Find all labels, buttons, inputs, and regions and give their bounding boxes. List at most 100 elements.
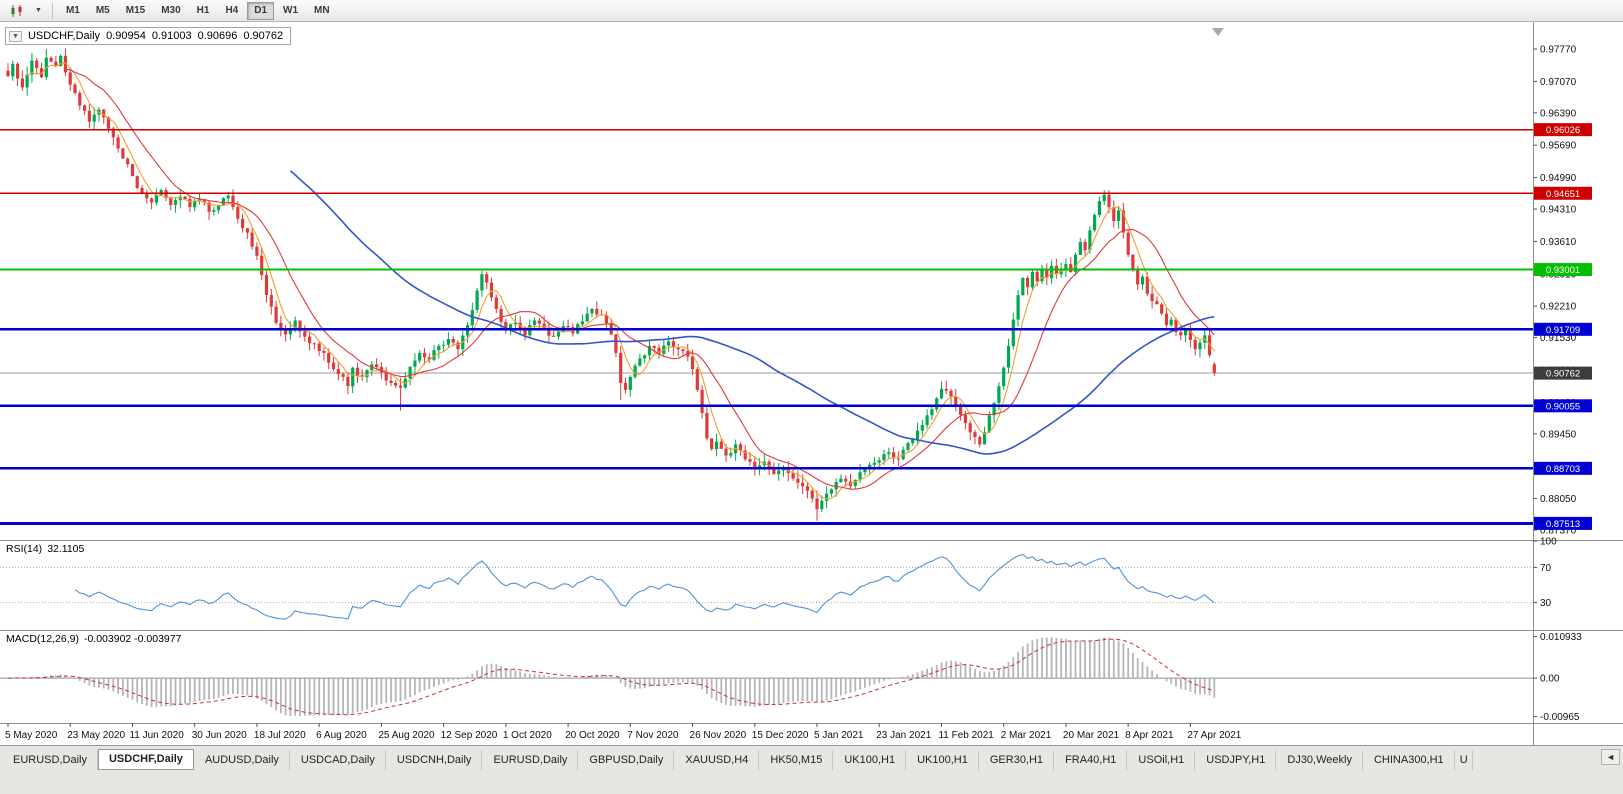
chart-tab-usoil-h1[interactable]: USOil,H1 bbox=[1127, 750, 1196, 771]
chart-tabs: EURUSD,Daily USDCHF,Daily AUDUSD,Daily USDC… bbox=[2, 749, 1473, 771]
ma-medium-red bbox=[65, 68, 1215, 490]
svg-text:6 Aug 2020: 6 Aug 2020 bbox=[316, 730, 367, 741]
rsi-name: RSI(14) bbox=[6, 543, 43, 555]
chart-tab-usdcnh-daily[interactable]: USDCNH,Daily bbox=[386, 750, 483, 771]
rsi-value: 32.1105 bbox=[47, 543, 85, 555]
timeframe-button-d1[interactable]: D1 bbox=[247, 1, 275, 20]
chart-symbol-label: USDCHF,Daily bbox=[27, 30, 101, 42]
svg-text:0.97770: 0.97770 bbox=[1540, 45, 1577, 56]
chart-tab-uk100-h1[interactable]: UK100,H1 bbox=[906, 750, 979, 771]
chart-tab-usdcad-daily[interactable]: USDCAD,Daily bbox=[290, 750, 386, 771]
timeframe-button-mn[interactable]: MN bbox=[307, 2, 337, 20]
chart-tab-gbpusd-daily[interactable]: GBPUSD,Daily bbox=[578, 750, 675, 771]
svg-text:0.010933: 0.010933 bbox=[1540, 632, 1582, 643]
svg-text:0.90762: 0.90762 bbox=[1546, 369, 1580, 380]
chart-tab-eurusd-daily[interactable]: EURUSD,Daily bbox=[482, 750, 579, 771]
ohlc-low: 0.90696 bbox=[197, 30, 238, 42]
chart-tab-china300-h1[interactable]: CHINA300,H1 bbox=[1363, 750, 1455, 771]
chart-tab-xauusd-h4[interactable]: XAUUSD,H4 bbox=[674, 750, 760, 771]
svg-text:0.89450: 0.89450 bbox=[1540, 429, 1577, 440]
chart-area: 0.97770 0.97070 0.96390 0.95690 0.94990 0.943… bbox=[0, 22, 1623, 745]
chart-tab-ger30-h1[interactable]: GER30,H1 bbox=[979, 750, 1055, 771]
svg-text:12 Sep 2020: 12 Sep 2020 bbox=[441, 730, 498, 741]
svg-text:0.94651: 0.94651 bbox=[1546, 189, 1580, 200]
svg-text:30: 30 bbox=[1540, 598, 1552, 609]
rsi-panel: 100 70 30 bbox=[0, 537, 1557, 620]
price-badge-0.94651: 0.94651 bbox=[1534, 186, 1592, 200]
svg-text:0.92210: 0.92210 bbox=[1540, 302, 1577, 313]
price-badge-0.90055: 0.90055 bbox=[1534, 399, 1592, 413]
price-badge-0.91709: 0.91709 bbox=[1534, 322, 1592, 336]
svg-text:0.91709: 0.91709 bbox=[1546, 325, 1580, 336]
svg-text:0.88703: 0.88703 bbox=[1546, 464, 1580, 475]
chart-tab-bar: EURUSD,Daily USDCHF,Daily AUDUSD,Daily USDC… bbox=[0, 745, 1623, 794]
svg-text:100: 100 bbox=[1540, 537, 1557, 548]
macd-indicator-label: MACD(12,26,9) -0.003902 -0.003977 bbox=[6, 633, 181, 645]
candlestick-chart-icon bbox=[11, 4, 22, 17]
chart-tab-eurusd-daily[interactable]: EURUSD,Daily bbox=[2, 750, 98, 771]
ohlc-open: 0.90954 bbox=[106, 30, 146, 42]
macd-name: MACD(12,26,9) bbox=[6, 633, 79, 645]
macd-values: -0.003902 -0.003977 bbox=[83, 633, 182, 645]
rsi-indicator-label: RSI(14) 32.1105 bbox=[6, 543, 84, 555]
svg-text:0.87370: 0.87370 bbox=[1540, 526, 1577, 537]
price-badge-0.87513: 0.87513 bbox=[1534, 516, 1592, 530]
tab-scroll-left-button[interactable]: ◄ bbox=[1601, 749, 1620, 765]
svg-text:5 May 2020: 5 May 2020 bbox=[5, 730, 58, 741]
svg-text:8 Apr 2021: 8 Apr 2021 bbox=[1125, 730, 1174, 741]
chart-tab-audusd-daily[interactable]: AUDUSD,Daily bbox=[194, 750, 290, 771]
price-badge-0.93001: 0.93001 bbox=[1534, 263, 1592, 277]
timeframe-button-m30[interactable]: M30 bbox=[154, 2, 187, 20]
svg-text:23 Jan 2021: 23 Jan 2021 bbox=[876, 730, 931, 741]
svg-text:0.00: 0.00 bbox=[1540, 674, 1560, 685]
timeframe-button-h1[interactable]: H1 bbox=[190, 2, 217, 20]
svg-text:0.93610: 0.93610 bbox=[1540, 237, 1577, 248]
chart-tab-uk100-h1[interactable]: UK100,H1 bbox=[833, 750, 907, 771]
chart-tab-dj30-weekly[interactable]: DJ30,Weekly bbox=[1276, 750, 1363, 771]
timeframe-button-m15[interactable]: M15 bbox=[119, 2, 152, 20]
ohlc-high: 0.91003 bbox=[151, 30, 192, 42]
timeframe-button-m1[interactable]: M1 bbox=[59, 2, 87, 20]
svg-text:11 Feb 2021: 11 Feb 2021 bbox=[938, 730, 994, 741]
ma-slow-blue bbox=[289, 170, 1215, 455]
svg-text:0.87513: 0.87513 bbox=[1546, 519, 1580, 530]
svg-text:20 Oct 2020: 20 Oct 2020 bbox=[565, 730, 620, 741]
chart-tab-hk50-m15[interactable]: HK50,M15 bbox=[759, 750, 834, 771]
price-badge-0.88703: 0.88703 bbox=[1534, 461, 1592, 475]
timeframe-button-h4[interactable]: H4 bbox=[218, 2, 245, 20]
svg-text:20 Mar 2021: 20 Mar 2021 bbox=[1063, 730, 1120, 741]
collapse-chart-button[interactable]: ▼ bbox=[9, 30, 22, 42]
svg-text:30 Jun 2020: 30 Jun 2020 bbox=[192, 730, 247, 741]
chart-tab-fra40-h1[interactable]: FRA40,H1 bbox=[1054, 750, 1128, 771]
svg-text:0.94990: 0.94990 bbox=[1540, 173, 1577, 184]
chart-type-dropdown-button[interactable]: ▼ bbox=[31, 2, 46, 20]
svg-text:0.88050: 0.88050 bbox=[1540, 494, 1577, 505]
candlesticks bbox=[6, 48, 1216, 521]
svg-text:15 Dec 2020: 15 Dec 2020 bbox=[752, 730, 809, 741]
svg-text:18 Jul 2020: 18 Jul 2020 bbox=[254, 730, 306, 741]
svg-text:1 Oct 2020: 1 Oct 2020 bbox=[503, 730, 552, 741]
svg-text:25 Aug 2020: 25 Aug 2020 bbox=[378, 730, 435, 741]
timeframe-button-w1[interactable]: W1 bbox=[276, 2, 305, 20]
svg-text:0.96026: 0.96026 bbox=[1546, 125, 1580, 136]
chart-tab-usdchf-daily[interactable]: USDCHF,Daily bbox=[97, 749, 194, 770]
chart-tab-u[interactable]: U bbox=[1455, 750, 1473, 771]
svg-text:2 Mar 2021: 2 Mar 2021 bbox=[1001, 730, 1052, 741]
price-badge-0.96026: 0.96026 bbox=[1534, 123, 1592, 137]
current-price-badge: 0.90762 bbox=[1534, 366, 1592, 380]
chart-type-button[interactable] bbox=[5, 2, 29, 20]
main-toolbar: ▼ M1 M5 M15 M30 H1 H4 D1 W1 MN bbox=[0, 0, 1623, 22]
svg-text:26 Nov 2020: 26 Nov 2020 bbox=[690, 730, 747, 741]
svg-text:0.91530: 0.91530 bbox=[1540, 333, 1577, 344]
svg-text:70: 70 bbox=[1540, 563, 1552, 574]
timeframe-button-m5[interactable]: M5 bbox=[89, 2, 117, 20]
svg-text:0.95690: 0.95690 bbox=[1540, 141, 1577, 152]
chart-shift-marker-icon[interactable] bbox=[1212, 28, 1224, 36]
chart-tab-usdjpy-h1[interactable]: USDJPY,H1 bbox=[1195, 750, 1277, 771]
date-axis: 5 May 2020 23 May 2020 11 Jun 2020 30 Jun 2… bbox=[5, 723, 1242, 741]
svg-text:11 Jun 2020: 11 Jun 2020 bbox=[129, 730, 184, 741]
svg-text:-0.00965: -0.00965 bbox=[1540, 712, 1580, 723]
chart-canvas[interactable]: 0.97770 0.97070 0.96390 0.95690 0.94990 0.943… bbox=[0, 22, 1623, 745]
ohlc-close: 0.90762 bbox=[243, 30, 284, 42]
